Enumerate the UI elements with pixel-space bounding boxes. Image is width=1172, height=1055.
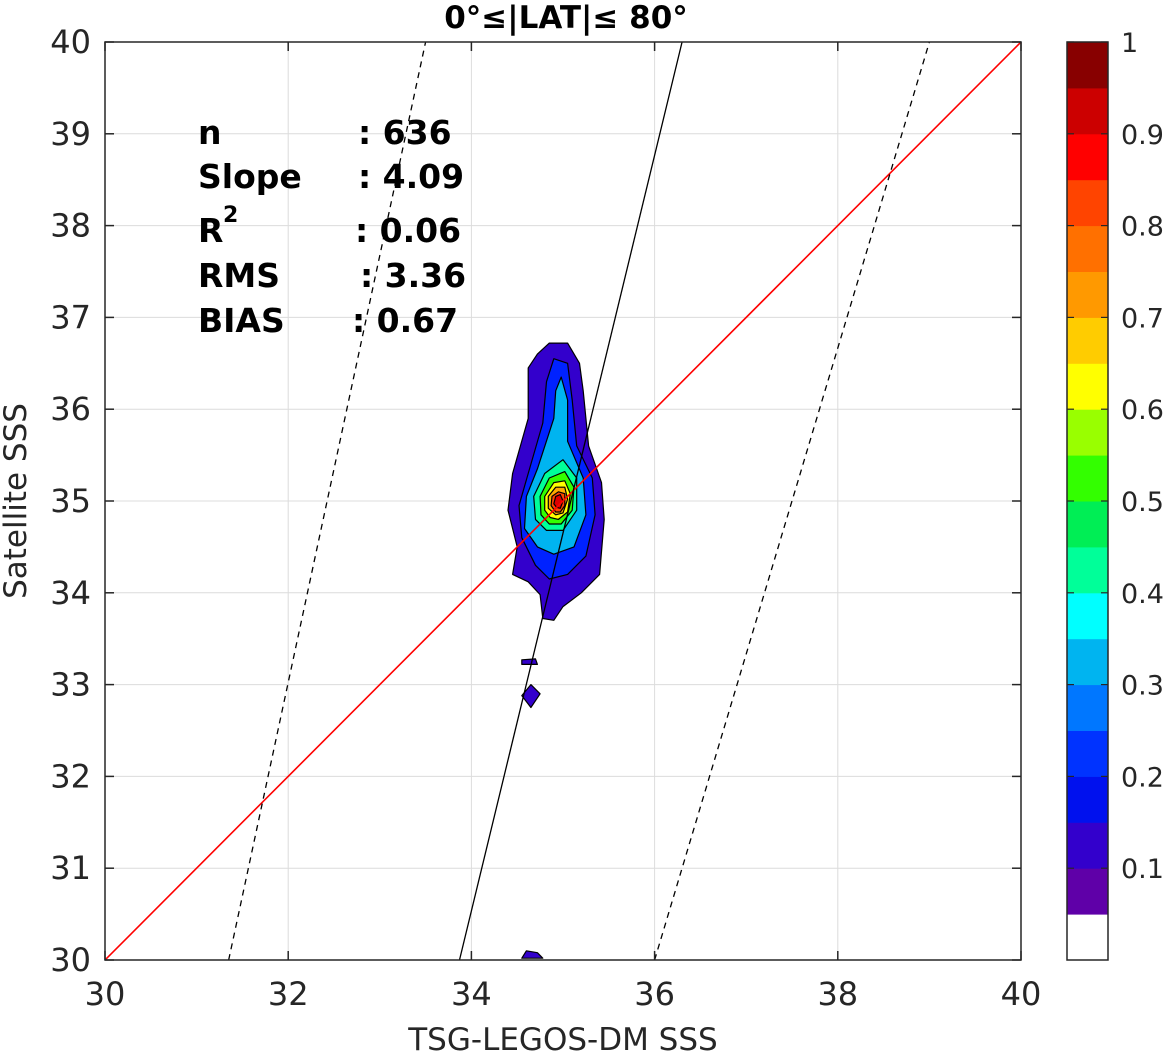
stat-rms-label: RMS <box>198 256 280 295</box>
colorbar-band-3 <box>1067 776 1108 823</box>
x-tick-label-1: 32 <box>268 975 309 1013</box>
line-0 <box>105 42 1021 960</box>
stat-bias-value: : 0.67 <box>352 301 458 340</box>
colorbar-tick-label-3: 0.4 <box>1121 579 1164 610</box>
colorbar-tick-label-0: 0.1 <box>1121 854 1164 885</box>
colorbar-tick-label-5: 0.6 <box>1121 395 1164 426</box>
stat-n-label: n <box>198 113 222 152</box>
x-tick-label-2: 34 <box>451 975 492 1013</box>
y-tick-label-6: 36 <box>50 390 91 428</box>
line-2 <box>228 42 427 960</box>
y-axis-label: Satellite SSS <box>0 403 34 599</box>
colorbar-tick-label-4: 0.5 <box>1121 487 1164 518</box>
colorbar-band-0 <box>1067 914 1108 961</box>
stat-rms-value: : 3.36 <box>360 256 466 295</box>
stats-box: n : 636 Slope : 4.09 R 2 : 0.06 RMS : 3.… <box>198 113 466 340</box>
colorbar-tick-label-2: 0.3 <box>1121 671 1164 702</box>
y-tick-label-9: 39 <box>50 115 91 153</box>
colorbar-tick-label-9: 1 <box>1121 28 1138 59</box>
colorbar-tick-label-6: 0.7 <box>1121 303 1164 334</box>
line-1 <box>458 42 683 960</box>
x-tick-label-3: 36 <box>634 975 675 1013</box>
colorbar-band-16 <box>1067 179 1108 227</box>
line-3 <box>653 42 931 960</box>
stat-bias-label: BIAS <box>198 301 285 340</box>
colorbar-band-10 <box>1067 455 1108 502</box>
colorbar-band-8 <box>1067 546 1108 594</box>
colorbar: 0.1 0.2 0.3 0.4 0.5 0.6 0.7 0.8 0.9 1 <box>1066 28 1164 961</box>
colorbar-tick-label-7: 0.8 <box>1121 212 1164 243</box>
x-tick-label-5: 40 <box>1001 975 1042 1013</box>
stat-r2-sup: 2 <box>223 203 238 228</box>
colorbar-band-2 <box>1067 822 1108 869</box>
y-tick-label-1: 31 <box>50 849 91 887</box>
colorbar-band-6 <box>1067 638 1108 686</box>
y-tick-label-4: 34 <box>50 574 91 612</box>
y-tick-label-8: 38 <box>50 207 91 245</box>
colorbar-tick-label-8: 0.9 <box>1121 120 1164 151</box>
y-tick-label-3: 33 <box>50 666 91 704</box>
density-contour-3 <box>521 950 544 959</box>
x-tick-label-4: 38 <box>817 975 858 1013</box>
colorbar-band-5 <box>1067 684 1108 731</box>
colorbar-band-7 <box>1067 592 1108 640</box>
colorbar-band-19 <box>1067 42 1108 89</box>
density-contours <box>507 342 605 959</box>
axis-ticks: 30 32 34 36 38 40 30 31 32 33 34 35 36 37 38 39 40 <box>50 23 1041 1013</box>
stat-r2-value: : 0.06 <box>355 211 461 250</box>
colorbar-band-18 <box>1067 87 1108 135</box>
y-tick-label-10: 40 <box>50 23 91 61</box>
colorbar-band-17 <box>1067 133 1108 181</box>
colorbar-band-9 <box>1067 501 1108 548</box>
colorbar-band-1 <box>1067 868 1108 915</box>
stat-slope-label: Slope <box>198 157 302 196</box>
chart-title: 0°≤|LAT|≤ 80° <box>444 0 688 36</box>
colorbar-band-13 <box>1067 317 1108 364</box>
density-contour-1 <box>521 658 538 665</box>
stat-n-value: : 636 <box>358 113 452 152</box>
stat-r2-label: R <box>198 211 223 250</box>
y-tick-label-5: 35 <box>50 482 91 520</box>
density-contour-2 <box>521 684 541 709</box>
colorbar-band-11 <box>1067 409 1108 456</box>
stat-slope-value: : 4.09 <box>358 157 464 196</box>
colorbar-band-4 <box>1067 730 1108 777</box>
colorbar-band-14 <box>1067 271 1108 318</box>
reference-lines <box>105 42 1021 960</box>
colorbar-band-15 <box>1067 225 1108 272</box>
colorbar-tick-label-1: 0.2 <box>1121 762 1164 793</box>
colorbar-band-12 <box>1067 363 1108 410</box>
y-tick-label-7: 37 <box>50 298 91 336</box>
y-tick-label-2: 32 <box>50 757 91 795</box>
x-tick-label-0: 30 <box>85 975 126 1013</box>
y-tick-label-0: 30 <box>50 941 91 979</box>
x-axis-label: TSG-LEGOS-DM SSS <box>407 1022 717 1055</box>
